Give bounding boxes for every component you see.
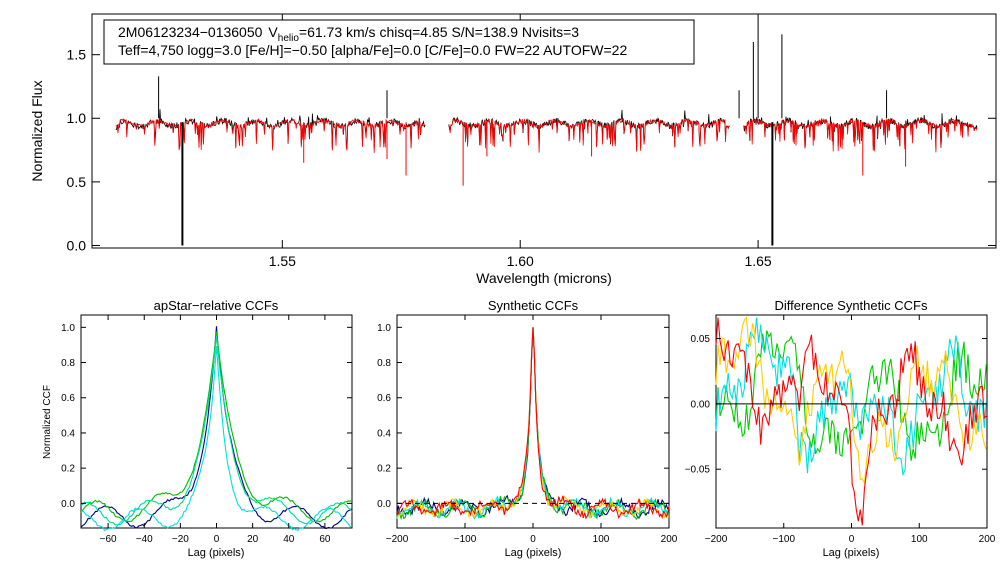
x-tick-label: 1.60 (507, 253, 534, 269)
vhelio-subscript: helio (278, 33, 300, 44)
ccf-line-visit-3 (80, 346, 353, 532)
synthetic-ccf-line-visit-2 (396, 327, 670, 520)
synthetic-ccf-xlabel: Lag (pixels) (505, 547, 562, 559)
synthetic-ccf-panel: −200 −100 0 100 200 0.0 0.2 0.4 0.6 0.8 1.0 Synthe… (377, 298, 678, 559)
model-spectrum-chip-2 (448, 118, 730, 153)
synthetic-ccf-frame (396, 314, 670, 529)
spectrum-plot-area (115, 21, 978, 246)
y-tick-label: 0.5 (67, 174, 87, 190)
info-line-1: 2M06123234−0136050 Vhelio=61.73 km/s chis… (118, 24, 579, 44)
x-tick-label: 0 (530, 534, 536, 545)
difference-ccf-panel: −200 −100 0 100 200 −0.05 0.00 0.05 Difference … (685, 298, 996, 559)
ccf-line-visit-2 (80, 335, 353, 526)
y-tick-label: 0.0 (61, 499, 75, 510)
x-tick-label: 100 (911, 534, 928, 545)
y-tick-label: 0.6 (377, 393, 391, 404)
difference-ccf-title: Difference Synthetic CCFs (775, 298, 928, 313)
apstar-ccf-ylabel: Normalized CCF (42, 385, 53, 459)
apstar-ccf-title: apStar−relative CCFs (154, 298, 279, 313)
x-tick-label: −200 (705, 534, 728, 545)
x-tick-label: −60 (100, 534, 117, 545)
observed-spectrum-chip-1 (115, 109, 426, 149)
y-tick-label: 0.2 (61, 464, 75, 475)
difference-ccf-line-visit-2 (715, 317, 987, 477)
y-tick-label: 0.4 (61, 428, 75, 439)
x-tick-label: 100 (593, 534, 610, 545)
difference-ccf-axes: −200 −100 0 100 200 −0.05 0.00 0.05 (685, 315, 996, 545)
model-spectrum-chip-1 (115, 118, 426, 153)
model-spectrum-chip-3 (743, 117, 978, 153)
spectrum-axes: 1.55 1.60 1.65 0.0 0.5 1.0 1.5 (67, 14, 996, 269)
vhelio-symbol: V (268, 24, 278, 40)
x-tick-label: 200 (661, 534, 678, 545)
x-tick-label: 60 (319, 534, 331, 545)
spectrum-panel: 1.55 1.60 1.65 0.0 0.5 1.0 1.5 2M06123234−0136… (29, 13, 997, 286)
difference-ccf-line-visit-1 (715, 330, 987, 461)
fit-summary: =61.73 km/s chisq=4.85 S/N=138.9 Nvisits… (299, 24, 579, 40)
difference-ccf-line-visit-4 (715, 317, 987, 526)
info-box (103, 19, 695, 65)
y-tick-label: 1.5 (67, 47, 87, 63)
synthetic-ccf-plot-area (396, 327, 670, 521)
difference-ccf-line-visit-3 (715, 316, 987, 485)
apstar-ccf-plot-area (80, 326, 353, 532)
info-line-2: Teff=4,750 logg=3.0 [Fe/H]=−0.50 [alpha/… (118, 42, 627, 58)
observed-spectrum-chip-3 (743, 113, 978, 151)
x-tick-label: −40 (136, 534, 153, 545)
synthetic-ccf-line-visit-1 (396, 327, 670, 521)
x-tick-label: 1.55 (269, 253, 296, 269)
star-id: 2M06123234−0136050 (118, 24, 263, 40)
y-tick-label: 0.0 (67, 237, 87, 253)
y-tick-label: 1.0 (61, 323, 75, 334)
x-tick-label: −100 (454, 534, 477, 545)
x-tick-label: −100 (772, 534, 795, 545)
y-tick-label: −0.05 (685, 465, 711, 476)
ccf-line-combined (80, 326, 353, 529)
x-tick-label: 0 (214, 534, 220, 545)
synthetic-ccf-line-visit-3 (396, 327, 670, 520)
apstar-ccf-axes: −60 −40 −20 0 20 40 60 0.0 0.2 0.4 0.6 0.8 1.0 (61, 315, 352, 545)
spectrum-ylabel: Normalized Flux (29, 80, 45, 181)
spectrum-xlabel: Wavelength (microns) (476, 270, 612, 286)
synthetic-ccf-line-visit-4 (396, 327, 670, 520)
x-tick-label: −20 (172, 534, 189, 545)
difference-ccf-xlabel: Lag (pixels) (823, 547, 880, 559)
x-tick-label: 200 (979, 534, 996, 545)
spectrum-plot-frame (91, 13, 997, 249)
x-tick-label: 0 (849, 534, 855, 545)
x-tick-label: 1.65 (744, 253, 771, 269)
synthetic-ccf-line-combined (396, 327, 670, 519)
y-tick-label: 0.0 (377, 499, 391, 510)
synthetic-ccf-axes: −200 −100 0 100 200 0.0 0.2 0.4 0.6 0.8 1.0 (377, 315, 678, 545)
ccf-line-visit-1 (80, 331, 353, 523)
y-tick-label: 0.05 (691, 334, 711, 345)
y-tick-label: 0.8 (61, 358, 75, 369)
y-tick-label: 0.00 (691, 399, 711, 410)
apstar-ccf-xlabel: Lag (pixels) (188, 547, 245, 559)
difference-ccf-plot-area (715, 316, 987, 526)
y-tick-label: 0.4 (377, 428, 391, 439)
x-tick-label: 20 (247, 534, 259, 545)
y-tick-label: 1.0 (67, 110, 87, 126)
synthetic-ccf-title: Synthetic CCFs (488, 298, 579, 313)
y-tick-label: 1.0 (377, 323, 391, 334)
x-tick-label: 40 (283, 534, 295, 545)
y-tick-label: 0.2 (377, 464, 391, 475)
apstar-ccf-panel: −60 −40 −20 0 20 40 60 0.0 0.2 0.4 0.6 0.8 1.0 apSta… (42, 298, 353, 559)
x-tick-label: −200 (386, 534, 409, 545)
y-tick-label: 0.8 (377, 358, 391, 369)
y-tick-label: 0.6 (61, 393, 75, 404)
